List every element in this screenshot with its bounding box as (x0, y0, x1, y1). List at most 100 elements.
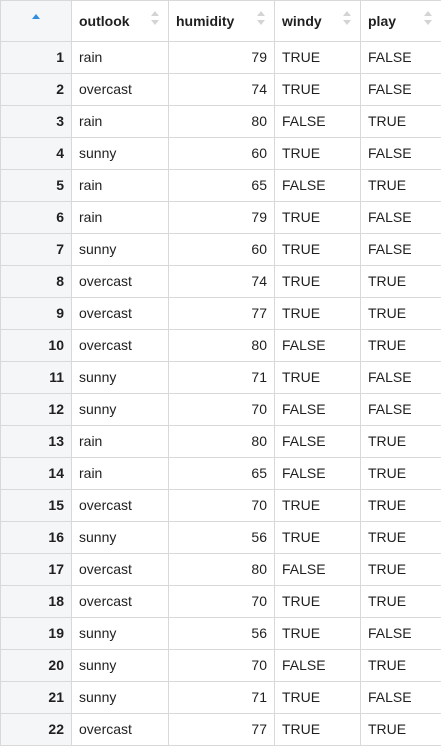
row-number: 5 (0, 169, 72, 202)
row-number: 12 (0, 393, 72, 426)
cell-windy: TRUE (274, 137, 361, 170)
table-header: outlook humidity windy play (0, 0, 441, 42)
column-header-label: humidity (176, 13, 235, 29)
table-row: 6 rain 79 TRUE FALSE (0, 201, 441, 234)
table-row: 2 overcast 74 TRUE FALSE (0, 73, 441, 106)
table-row: 19 sunny 56 TRUE FALSE (0, 617, 441, 650)
table-row: 15 overcast 70 TRUE TRUE (0, 489, 441, 522)
cell-humidity: 71 (168, 361, 275, 394)
cell-outlook: rain (71, 201, 169, 234)
cell-outlook: sunny (71, 681, 169, 714)
cell-outlook: sunny (71, 233, 169, 266)
cell-play: FALSE (360, 361, 441, 394)
cell-outlook: rain (71, 457, 169, 490)
cell-windy: FALSE (274, 329, 361, 362)
cell-windy: TRUE (274, 201, 361, 234)
cell-play: TRUE (360, 425, 441, 458)
row-number: 6 (0, 201, 72, 234)
table-row: 3 rain 80 FALSE TRUE (0, 105, 441, 138)
cell-windy: FALSE (274, 169, 361, 202)
header-row: outlook humidity windy play (0, 0, 441, 42)
cell-humidity: 80 (168, 105, 275, 138)
table-row: 22 overcast 77 TRUE TRUE (0, 713, 441, 746)
cell-windy: TRUE (274, 489, 361, 522)
cell-play: TRUE (360, 329, 441, 362)
row-number: 13 (0, 425, 72, 458)
cell-humidity: 70 (168, 649, 275, 682)
cell-outlook: sunny (71, 617, 169, 650)
cell-outlook: sunny (71, 393, 169, 426)
column-header-windy[interactable]: windy (274, 0, 361, 42)
cell-play: TRUE (360, 297, 441, 330)
cell-humidity: 56 (168, 617, 275, 650)
cell-outlook: overcast (71, 329, 169, 362)
cell-play: TRUE (360, 713, 441, 746)
cell-play: FALSE (360, 681, 441, 714)
row-number: 14 (0, 457, 72, 490)
cell-outlook: sunny (71, 361, 169, 394)
cell-humidity: 70 (168, 393, 275, 426)
row-number: 22 (0, 713, 72, 746)
sort-icon[interactable] (151, 11, 160, 25)
cell-play: TRUE (360, 489, 441, 522)
sort-ascending-icon[interactable] (32, 14, 41, 28)
cell-humidity: 70 (168, 489, 275, 522)
cell-humidity: 65 (168, 169, 275, 202)
cell-humidity: 80 (168, 329, 275, 362)
sort-icon[interactable] (257, 11, 266, 25)
cell-outlook: overcast (71, 73, 169, 106)
cell-outlook: sunny (71, 137, 169, 170)
row-number: 19 (0, 617, 72, 650)
table-row: 1 rain 79 TRUE FALSE (0, 41, 441, 74)
table-row: 9 overcast 77 TRUE TRUE (0, 297, 441, 330)
cell-humidity: 77 (168, 297, 275, 330)
cell-play: TRUE (360, 265, 441, 298)
table-row: 11 sunny 71 TRUE FALSE (0, 361, 441, 394)
column-header-humidity[interactable]: humidity (168, 0, 275, 42)
cell-outlook: sunny (71, 521, 169, 554)
column-header-label: outlook (79, 13, 130, 29)
row-number: 11 (0, 361, 72, 394)
cell-play: TRUE (360, 521, 441, 554)
column-header-outlook[interactable]: outlook (71, 0, 169, 42)
cell-play: TRUE (360, 553, 441, 586)
table-row: 8 overcast 74 TRUE TRUE (0, 265, 441, 298)
row-number: 21 (0, 681, 72, 714)
cell-windy: TRUE (274, 297, 361, 330)
row-number: 20 (0, 649, 72, 682)
column-header-play[interactable]: play (360, 0, 441, 42)
row-number: 4 (0, 137, 72, 170)
sort-icon[interactable] (343, 11, 352, 25)
cell-humidity: 79 (168, 41, 275, 74)
table-row: 13 rain 80 FALSE TRUE (0, 425, 441, 458)
cell-humidity: 56 (168, 521, 275, 554)
cell-humidity: 74 (168, 73, 275, 106)
sort-icon[interactable] (424, 11, 433, 25)
cell-windy: FALSE (274, 457, 361, 490)
cell-windy: TRUE (274, 585, 361, 618)
cell-windy: FALSE (274, 649, 361, 682)
table-row: 5 rain 65 FALSE TRUE (0, 169, 441, 202)
table-row: 10 overcast 80 FALSE TRUE (0, 329, 441, 362)
cell-windy: TRUE (274, 521, 361, 554)
cell-play: TRUE (360, 457, 441, 490)
cell-outlook: overcast (71, 585, 169, 618)
cell-windy: TRUE (274, 233, 361, 266)
cell-outlook: overcast (71, 553, 169, 586)
cell-humidity: 60 (168, 233, 275, 266)
column-header-index[interactable] (0, 0, 72, 42)
row-number: 3 (0, 105, 72, 138)
cell-outlook: overcast (71, 713, 169, 746)
cell-windy: FALSE (274, 393, 361, 426)
cell-play: TRUE (360, 585, 441, 618)
column-header-label: play (368, 13, 397, 29)
cell-windy: TRUE (274, 265, 361, 298)
cell-humidity: 60 (168, 137, 275, 170)
cell-outlook: overcast (71, 265, 169, 298)
cell-windy: TRUE (274, 73, 361, 106)
row-number: 15 (0, 489, 72, 522)
cell-windy: TRUE (274, 41, 361, 74)
cell-play: FALSE (360, 617, 441, 650)
cell-windy: TRUE (274, 713, 361, 746)
